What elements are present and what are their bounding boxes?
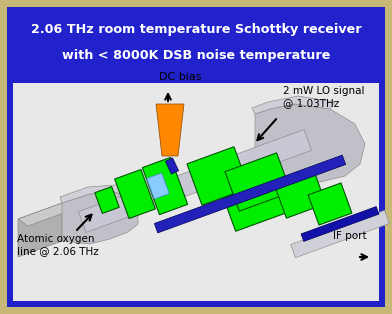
- Text: 2.06 THz room temperature Schottky receiver: 2.06 THz room temperature Schottky recei…: [31, 24, 361, 36]
- Polygon shape: [156, 104, 184, 156]
- Polygon shape: [60, 185, 132, 203]
- Polygon shape: [18, 203, 62, 257]
- Bar: [13, 7, 379, 83]
- Text: 2 mW LO signal
@ 1.03THz: 2 mW LO signal @ 1.03THz: [283, 86, 365, 108]
- Polygon shape: [142, 157, 188, 215]
- Polygon shape: [255, 104, 365, 182]
- Text: with < 8000K DSB noise temperature: with < 8000K DSB noise temperature: [62, 50, 330, 62]
- Polygon shape: [95, 187, 119, 214]
- Text: DC bias: DC bias: [159, 72, 201, 82]
- Polygon shape: [187, 147, 249, 205]
- Polygon shape: [147, 173, 169, 199]
- Polygon shape: [301, 207, 379, 241]
- Polygon shape: [252, 96, 335, 114]
- Polygon shape: [223, 177, 287, 231]
- Polygon shape: [165, 158, 179, 174]
- Text: IF port: IF port: [333, 231, 367, 241]
- Polygon shape: [18, 203, 72, 226]
- Text: Atomic oxygen
line @ 2.06 THz: Atomic oxygen line @ 2.06 THz: [17, 234, 99, 256]
- Polygon shape: [290, 210, 389, 258]
- Polygon shape: [78, 130, 312, 232]
- Bar: [13, 83, 379, 301]
- Polygon shape: [115, 170, 155, 219]
- Polygon shape: [62, 192, 138, 244]
- Polygon shape: [225, 153, 291, 211]
- Polygon shape: [154, 155, 346, 233]
- Polygon shape: [308, 183, 352, 225]
- Polygon shape: [274, 170, 326, 218]
